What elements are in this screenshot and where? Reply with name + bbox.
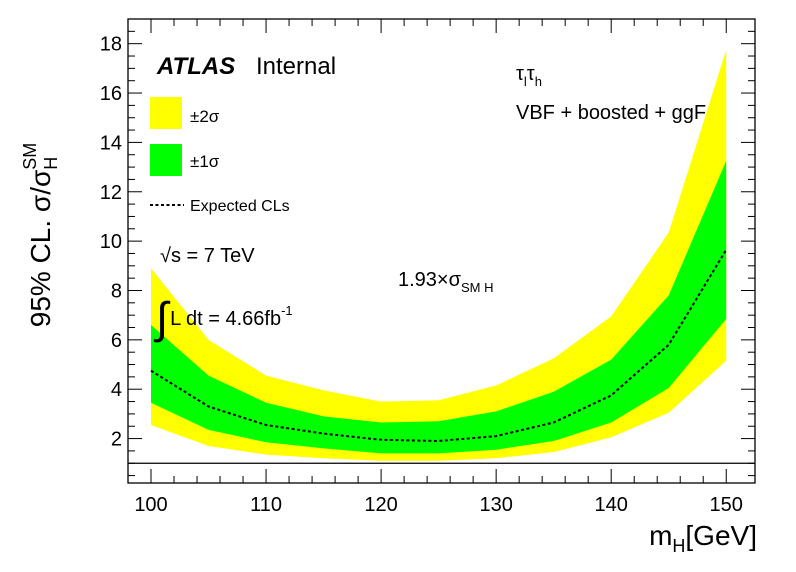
- x-tick-label: 140: [595, 494, 628, 516]
- categories-label: VBF + boosted + ggF: [516, 102, 706, 124]
- tick-labels-layer: 100 110 120 130 140 150 2 4 6 8 10 12 14 16 18: [100, 34, 743, 516]
- lumi-label: ∫ L dt = 4.66fb-1: [153, 294, 293, 343]
- channel-label: τlτh: [516, 63, 542, 89]
- band-1sigma: [151, 160, 727, 454]
- limit-value-label: 1.93×σSM H: [398, 269, 493, 295]
- expected-cls-line: [150, 249, 728, 443]
- internal-label: Internal: [256, 53, 336, 80]
- sqrt-s-label: √s = 7 TeV: [160, 245, 255, 267]
- legend-1sigma-label: ±1σ: [190, 152, 220, 171]
- lines-layer: [128, 249, 755, 464]
- y-tick-label: 2: [111, 429, 122, 451]
- x-tick-label: 150: [710, 494, 743, 516]
- y-tick-label: 6: [111, 330, 122, 352]
- atlas-label: ATLAS: [156, 53, 235, 80]
- legend-2sigma-swatch: [150, 97, 182, 129]
- y-tick-label: 10: [100, 231, 122, 253]
- y-tick-label: 18: [100, 34, 122, 56]
- y-tick-label: 4: [111, 379, 122, 401]
- ticks-layer: [128, 19, 755, 483]
- y-tick-label: 16: [100, 83, 122, 105]
- legend-expected-label: Expected CLs: [190, 198, 290, 215]
- band-2sigma: [151, 49, 727, 461]
- y-tick-label: 12: [100, 182, 122, 204]
- legend-1sigma-swatch: [150, 144, 182, 176]
- x-axis-label: mH[GeV]: [649, 520, 757, 556]
- x-tick-label: 110: [250, 494, 282, 516]
- x-tick-label: 120: [364, 494, 397, 516]
- plot-frame: [127, 18, 756, 484]
- x-tick-label: 100: [134, 494, 167, 516]
- x-tick-label: 130: [479, 494, 512, 516]
- y-tick-label: 14: [100, 132, 122, 154]
- legend-2sigma-label: ±2σ: [190, 107, 220, 126]
- y-tick-label: 8: [111, 280, 122, 302]
- bands-layer: [151, 49, 727, 461]
- y-axis-label: 95% CL. σ/σHSM: [20, 143, 61, 328]
